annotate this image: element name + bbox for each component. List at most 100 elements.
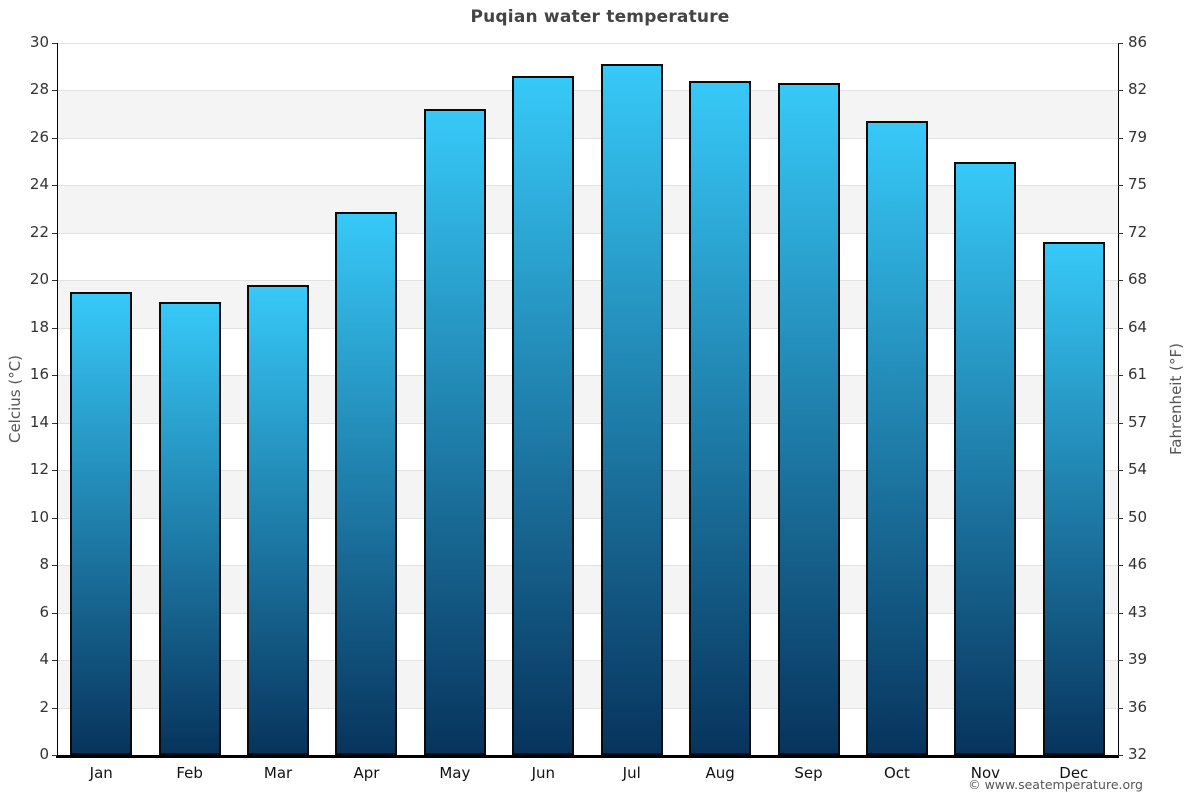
grid-band	[57, 612, 1118, 661]
x-tick-label-jan: Jan	[89, 764, 113, 782]
bar-mar[interactable]	[247, 285, 310, 755]
grid-band	[57, 422, 1118, 471]
bar-aug[interactable]	[689, 80, 752, 755]
grid-band	[57, 137, 1118, 186]
y-tick-label-celsius: 28	[29, 80, 49, 99]
x-tick-label-apr: Apr	[353, 764, 380, 782]
bar-dec[interactable]	[1042, 242, 1105, 755]
y-tick-mark-right	[1118, 470, 1123, 472]
y-tick-mark-left	[52, 707, 57, 709]
y-tick-mark-right	[1118, 755, 1123, 756]
y-tick-mark-left	[52, 517, 57, 519]
y-tick-label-fahrenheit: 75	[1128, 175, 1148, 194]
right-y-axis-line	[1118, 43, 1119, 755]
bar-feb[interactable]	[158, 301, 221, 755]
y-tick-label-celsius: 24	[29, 175, 49, 194]
grid-band	[57, 232, 1118, 281]
y-tick-label-celsius: 4	[39, 650, 49, 669]
y-tick-label-celsius: 2	[39, 697, 49, 716]
y-tick-mark-left	[52, 232, 57, 234]
y-tick-label-fahrenheit: 79	[1128, 127, 1148, 146]
y-tick-mark-right	[1118, 43, 1123, 44]
x-tick-label-sep: Sep	[794, 764, 823, 782]
bar-sep[interactable]	[777, 83, 840, 755]
y-tick-mark-left	[52, 422, 57, 424]
y-tick-label-fahrenheit: 54	[1128, 460, 1148, 479]
y-tick-mark-right	[1118, 327, 1123, 329]
y-tick-mark-right	[1118, 612, 1123, 614]
y-tick-label-celsius: 8	[39, 555, 49, 574]
y-tick-mark-left	[52, 280, 57, 282]
y-tick-label-fahrenheit: 82	[1128, 80, 1148, 99]
y-tick-mark-right	[1118, 185, 1123, 187]
chart-title: Puqian water temperature	[470, 7, 730, 27]
y-tick-label-celsius: 10	[29, 507, 49, 526]
y-tick-label-celsius: 16	[29, 365, 49, 384]
y-tick-label-fahrenheit: 86	[1128, 33, 1148, 51]
right-axis-title: Fahrenheit (°F)	[1167, 343, 1185, 455]
y-tick-label-fahrenheit: 46	[1128, 555, 1148, 574]
bar-jun[interactable]	[512, 76, 575, 755]
y-tick-mark-left	[52, 660, 57, 662]
x-tick-label-oct: Oct	[883, 764, 910, 782]
y-tick-label-celsius: 14	[29, 412, 49, 431]
y-tick-mark-right	[1118, 422, 1123, 424]
x-tick-label-mar: Mar	[263, 764, 293, 782]
x-tick-label-jul: Jul	[622, 764, 641, 782]
y-tick-label-celsius: 30	[29, 33, 49, 51]
y-tick-mark-right	[1118, 137, 1123, 139]
y-tick-label-celsius: 26	[29, 127, 49, 146]
plot-area	[57, 43, 1118, 755]
left-y-axis-line	[57, 43, 58, 755]
y-tick-mark-left	[52, 90, 57, 92]
x-tick-label-aug: Aug	[705, 764, 735, 782]
y-tick-mark-left	[52, 137, 57, 139]
y-tick-label-fahrenheit: 36	[1128, 697, 1148, 716]
x-tick-label-nov: Nov	[970, 764, 1001, 782]
y-tick-label-celsius: 0	[39, 745, 49, 763]
grid-band	[57, 327, 1118, 376]
y-tick-label-fahrenheit: 57	[1128, 412, 1148, 431]
grid-band	[57, 280, 1118, 328]
y-tick-mark-left	[52, 565, 57, 567]
y-tick-mark-left	[52, 375, 57, 377]
y-tick-label-celsius: 20	[29, 270, 49, 289]
y-tick-label-fahrenheit: 43	[1128, 602, 1148, 621]
y-tick-mark-right	[1118, 517, 1123, 519]
y-tick-label-celsius: 6	[39, 602, 49, 621]
grid-band	[57, 565, 1118, 613]
y-tick-label-fahrenheit: 61	[1128, 365, 1148, 384]
y-tick-mark-right	[1118, 375, 1123, 377]
x-axis-line	[56, 755, 1119, 758]
y-tick-label-fahrenheit: 68	[1128, 270, 1148, 289]
bar-oct[interactable]	[865, 121, 928, 755]
y-tick-mark-left	[52, 327, 57, 329]
y-tick-mark-right	[1118, 90, 1123, 92]
grid-band	[57, 185, 1118, 233]
x-tick-label-feb: Feb	[176, 764, 203, 782]
grid-band	[57, 660, 1118, 708]
bar-jan[interactable]	[70, 292, 133, 755]
grid-band	[57, 90, 1118, 138]
grid-band	[57, 470, 1118, 518]
y-tick-mark-left	[52, 755, 57, 756]
y-tick-mark-right	[1118, 707, 1123, 709]
bar-may[interactable]	[423, 109, 486, 755]
y-tick-mark-left	[52, 185, 57, 187]
bar-jul[interactable]	[600, 64, 663, 755]
x-tick-label-dec: Dec	[1059, 764, 1089, 782]
copyright-text: © www.seatemperature.org	[968, 777, 1143, 792]
y-tick-label-fahrenheit: 64	[1128, 317, 1148, 336]
bar-apr[interactable]	[335, 211, 398, 755]
x-tick-label-jun: Jun	[531, 764, 555, 782]
y-tick-label-fahrenheit: 72	[1128, 222, 1148, 241]
y-tick-mark-right	[1118, 660, 1123, 662]
y-tick-mark-right	[1118, 232, 1123, 234]
y-tick-mark-right	[1118, 565, 1123, 567]
grid-band	[57, 707, 1118, 755]
y-tick-label-celsius: 12	[29, 460, 49, 479]
y-tick-mark-left	[52, 470, 57, 472]
y-tick-mark-left	[52, 612, 57, 614]
bar-nov[interactable]	[954, 161, 1017, 755]
